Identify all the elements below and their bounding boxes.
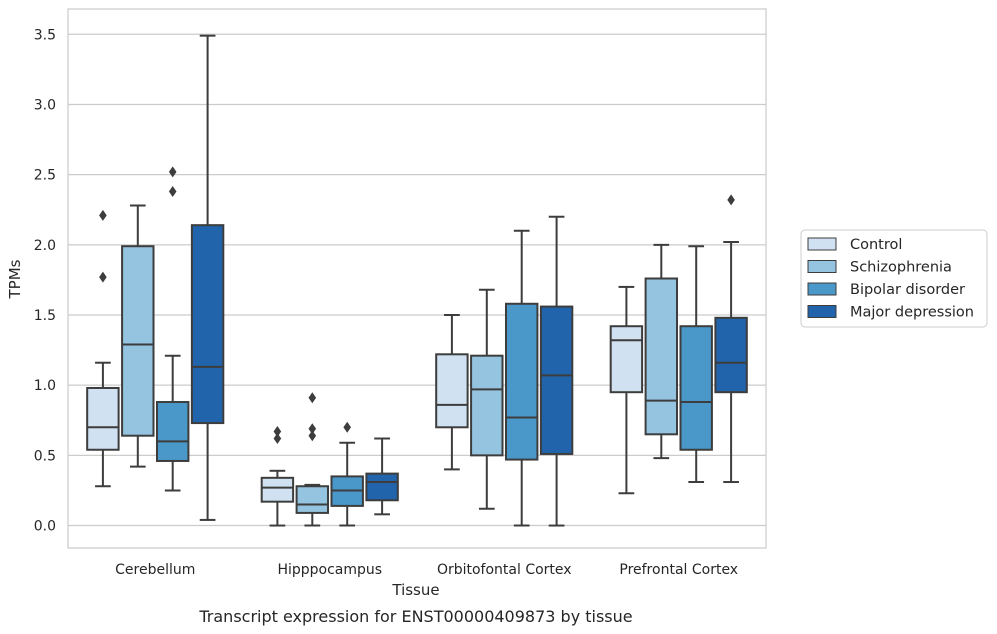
y-tick-label: 0.5	[34, 448, 56, 464]
box-iqr	[435, 353, 469, 429]
box	[470, 288, 504, 510]
outlier-point	[308, 430, 317, 442]
box	[121, 204, 155, 468]
legend-swatch	[807, 282, 837, 296]
outlier-point	[99, 209, 107, 221]
box-series	[86, 34, 748, 527]
box	[260, 425, 295, 527]
box	[330, 421, 364, 527]
box	[295, 392, 330, 527]
plot-frame	[67, 8, 767, 549]
y-tick-label: 1.0	[34, 378, 56, 394]
outlier-point	[727, 194, 735, 206]
box	[365, 437, 399, 516]
box	[504, 229, 539, 527]
outlier-point	[99, 271, 107, 283]
box-iqr	[470, 354, 504, 457]
box-iqr	[121, 245, 155, 437]
series-group	[190, 34, 748, 527]
legend-label: Major depression	[850, 305, 974, 321]
box	[609, 285, 644, 495]
box	[86, 209, 120, 488]
box	[190, 34, 225, 521]
outlier-point	[168, 166, 177, 178]
box-iqr	[295, 485, 330, 514]
x-axis-label: Tissue	[391, 581, 439, 599]
chart-caption: Transcript expression for ENST0000040987…	[198, 607, 632, 626]
series-group	[121, 204, 679, 527]
y-tick-label: 0.0	[34, 519, 56, 535]
box	[644, 243, 679, 460]
outlier-point	[308, 392, 317, 404]
legend-label: Bipolar disorder	[850, 282, 965, 298]
legend-swatch	[807, 237, 837, 251]
x-tick-label: Cerebellum	[115, 562, 195, 578]
legend-label: Control	[850, 237, 902, 253]
legend-swatch	[807, 260, 837, 273]
x-tick-label: Prefrontal Cortex	[619, 562, 738, 578]
series-group	[155, 166, 713, 527]
box-iqr	[504, 302, 539, 461]
outlier-point	[343, 421, 351, 433]
legend-label: Schizophrenia	[850, 260, 952, 276]
box	[435, 313, 469, 471]
y-tick-label: 2.5	[34, 168, 56, 184]
box	[679, 245, 713, 484]
box-iqr	[609, 325, 644, 394]
box-iqr	[644, 277, 679, 436]
box-iqr	[365, 472, 399, 502]
x-tick-label: Hipppocampus	[277, 562, 382, 578]
box	[539, 215, 574, 527]
box	[714, 194, 748, 484]
legend: Control Schizophrenia Bipolar disorder Majo…	[800, 229, 988, 328]
outlier-point	[273, 433, 282, 445]
box-iqr	[714, 316, 748, 394]
box-iqr	[260, 476, 295, 503]
box-iqr	[155, 401, 190, 462]
box	[155, 166, 190, 492]
box-iqr	[539, 305, 574, 455]
y-axis-ticks: 0.0 0.5 1.0 1.5 2.0 2.5 3.0 3.5	[34, 27, 56, 534]
y-tick-label: 1.5	[34, 308, 56, 324]
legend-frame	[800, 229, 988, 328]
x-axis-ticks: Cerebellum Hipppocampus Orbitofontal Corte…	[115, 562, 738, 578]
y-axis-label: TPMs	[6, 259, 24, 299]
outlier-point	[308, 423, 317, 435]
box-iqr	[86, 386, 120, 451]
x-tick-label: Orbitofontal Cortex	[437, 562, 572, 578]
box-iqr	[679, 325, 713, 451]
legend-swatch	[807, 305, 837, 318]
y-tick-label: 3.0	[34, 97, 56, 113]
outlier-point	[273, 425, 282, 437]
y-tick-label: 3.5	[34, 27, 56, 43]
series-group	[86, 209, 644, 527]
y-tick-label: 2.0	[34, 238, 56, 254]
box-iqr	[190, 224, 225, 425]
outlier-point	[168, 185, 177, 197]
